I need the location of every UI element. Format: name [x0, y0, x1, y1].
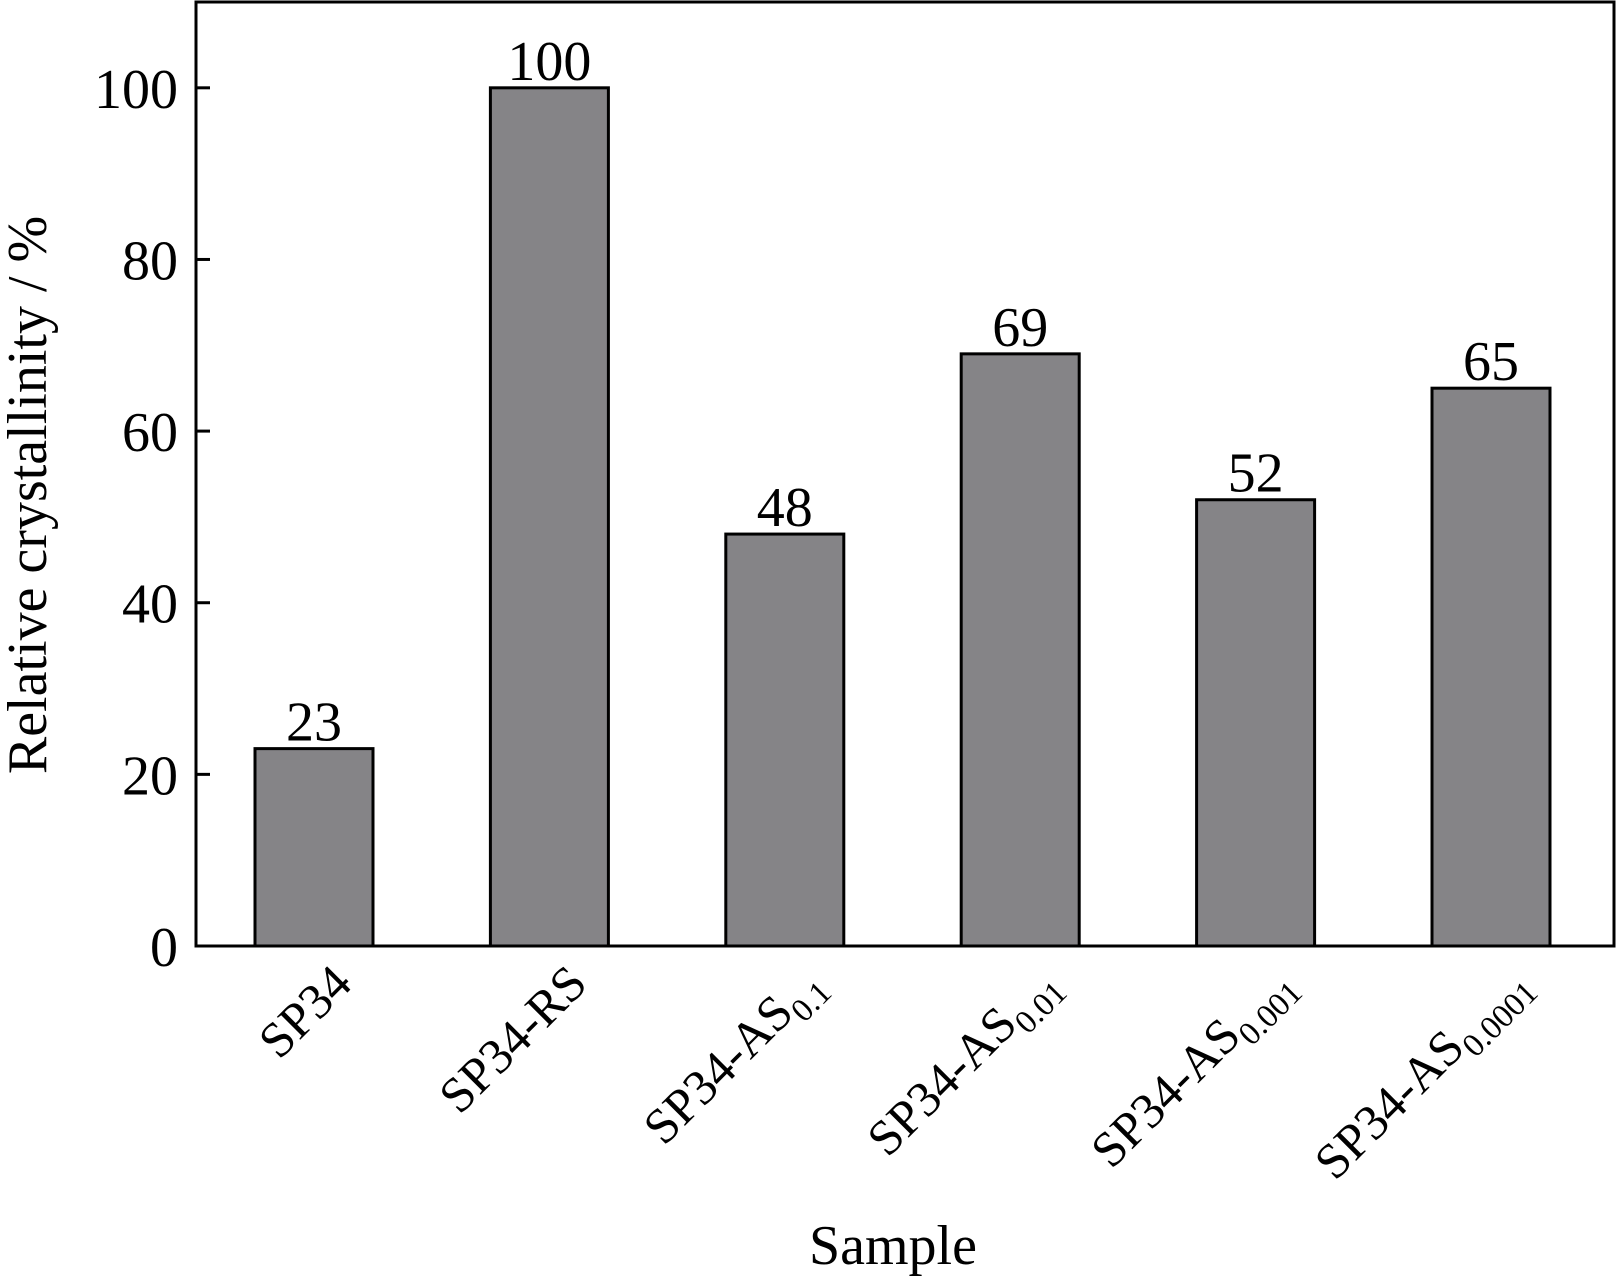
y-axis-title: Relative crystallinity / % [0, 216, 59, 774]
bars-layer [253, 86, 1552, 948]
bar [959, 352, 1081, 948]
y-tick-label: 60 [122, 402, 178, 464]
x-axis: SP34 SP34-RS SP34-AS0.1 SP34-AS0.01 SP34-AS0… [247, 954, 1545, 1196]
y-tick-label: 0 [150, 917, 178, 979]
plot-frame [194, 0, 1616, 948]
data-label: 65 [1463, 331, 1519, 393]
y-tick-label: 20 [122, 745, 178, 807]
x-axis-title: Sample [809, 1215, 977, 1277]
bar [724, 532, 846, 948]
data-labels-layer: 23 100 48 69 52 65 [286, 31, 1519, 754]
y-tick-label: 40 [122, 574, 178, 636]
data-label: 52 [1228, 443, 1284, 505]
data-label: 48 [757, 477, 813, 539]
x-tick-label: SP34-AS0.001 [1080, 954, 1310, 1184]
x-tick-label: SP34 [247, 954, 361, 1068]
bar [1195, 498, 1317, 948]
x-tick-label: SP34-AS0.01 [856, 954, 1074, 1172]
data-label: 100 [507, 31, 591, 93]
bar [488, 86, 610, 948]
y-axis: 0 20 40 60 80 100 [94, 59, 210, 979]
bar [1430, 386, 1552, 948]
bar [253, 747, 375, 948]
data-label: 23 [286, 692, 342, 754]
y-tick-label: 80 [122, 230, 178, 292]
x-tick-label: SP34-AS0.1 [632, 954, 839, 1161]
data-label: 69 [992, 297, 1048, 359]
y-tick-label: 100 [94, 59, 178, 121]
x-tick-label: SP34-RS [428, 954, 597, 1123]
x-tick-label: SP34-AS0.0001 [1303, 954, 1545, 1196]
